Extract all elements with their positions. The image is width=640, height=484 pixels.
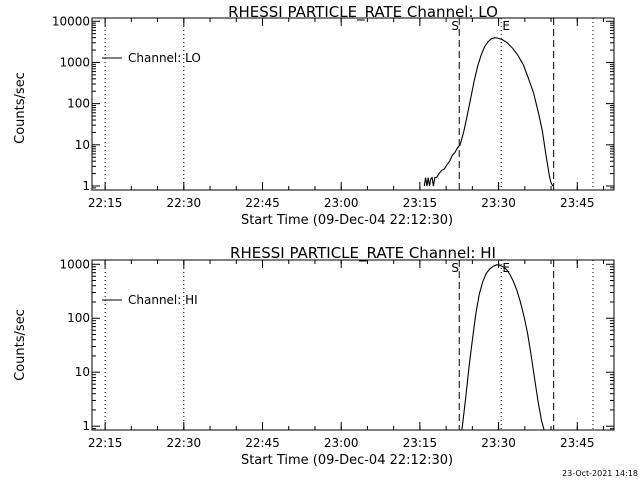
chart-title: RHESSI PARTICLE_RATE Channel: HI	[230, 244, 496, 263]
panel-hi: RHESSI PARTICLE_RATE Channel: HI 22:15 22:…	[13, 244, 615, 468]
x-tick-label: 23:15	[403, 196, 438, 210]
x-tick-label: 22:45	[245, 196, 280, 210]
y-axis-label: Counts/sec	[13, 309, 28, 381]
y-axis-label: Counts/sec	[13, 72, 28, 144]
y-tick-label: 1000	[59, 55, 90, 69]
generation-timestamp: 23-Oct-2021 14:18	[562, 469, 638, 478]
legend-label: Channel: HI	[128, 293, 198, 307]
x-tick-label: 22:15	[88, 196, 123, 210]
legend-label: Channel: LO	[128, 51, 201, 65]
plot-frame	[91, 17, 615, 191]
x-tick-label: 22:30	[167, 196, 202, 210]
x-tick-label: 23:00	[324, 436, 359, 450]
y-tick-label: 1	[82, 179, 90, 193]
y-tick-label: 1000	[59, 257, 90, 271]
x-tick-label: 23:30	[481, 196, 516, 210]
x-tick-label: 23:00	[324, 196, 359, 210]
x-tick-label: 23:30	[481, 436, 516, 450]
plot-frame	[91, 259, 615, 431]
chart-title: RHESSI PARTICLE_RATE Channel: LO	[228, 3, 498, 22]
y-tick-label: 10	[75, 138, 90, 152]
y-tick-label: 10000	[52, 14, 90, 28]
x-axis-label: Start Time (09-Dec-04 22:12:30)	[241, 453, 453, 468]
series-line	[461, 264, 545, 431]
x-tick-label: 22:30	[167, 436, 202, 450]
panel-lo: RHESSI PARTICLE_RATE Channel: LO 22:15 22:…	[13, 3, 615, 228]
x-tick-label: 22:45	[245, 436, 280, 450]
x-tick-label: 23:45	[560, 196, 595, 210]
x-tick-label: 23:15	[403, 436, 438, 450]
y-tick-label: 10	[75, 365, 90, 379]
x-tick-label: 22:15	[88, 436, 123, 450]
y-tick-label: 100	[67, 311, 90, 325]
event-marker-label: E	[502, 261, 510, 275]
y-tick-label: 1	[82, 419, 90, 433]
x-axis-label: Start Time (09-Dec-04 22:12:30)	[241, 213, 453, 228]
event-marker-label: E	[502, 19, 510, 33]
event-marker-label: S	[451, 19, 459, 33]
event-marker-label: S	[451, 261, 459, 275]
x-tick-label: 23:45	[560, 436, 595, 450]
y-tick-label: 100	[67, 97, 90, 111]
series-line	[423, 37, 554, 187]
